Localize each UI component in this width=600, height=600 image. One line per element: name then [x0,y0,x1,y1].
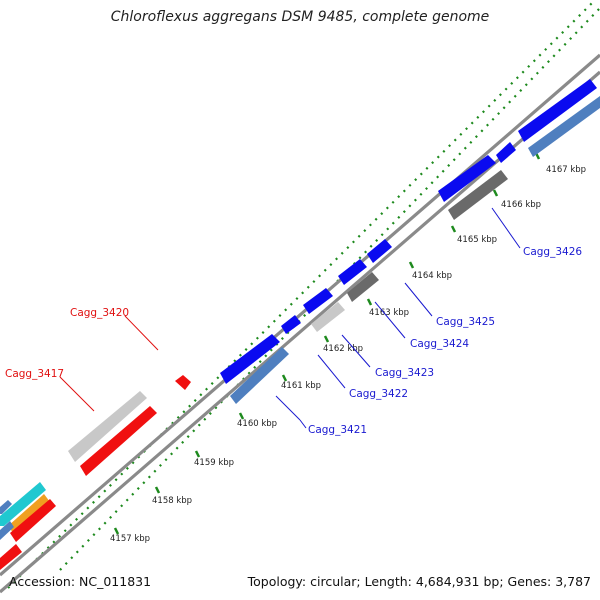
tick-mark [366,298,373,306]
gene-feature[interactable] [230,347,289,404]
tick-label: 4162 kbp [323,344,363,354]
leader-line [317,354,346,389]
gene-label-cagg-3424[interactable]: Cagg_3424 [410,338,469,350]
gene-feature[interactable] [347,272,379,302]
tick-mark [492,189,499,197]
gene-feature[interactable] [448,170,508,220]
tick-mark [238,412,245,420]
leader-line [299,419,307,429]
tick-mark [281,374,288,382]
leader-line [341,334,371,368]
gene-label-cagg-3417[interactable]: Cagg_3417 [5,368,64,380]
gene-feature[interactable] [10,499,56,542]
tick-label: 4158 kbp [152,496,192,506]
tick-mark [450,225,457,233]
gene-labels: Cagg_3417 Cagg_3420 Cagg_3421 Cagg_3422 … [5,246,582,436]
gene-feature[interactable] [338,259,367,285]
tick-label: 4167 kbp [546,165,586,175]
leader-line [59,376,95,412]
accession-text: Accession: NC_011831 [9,574,152,589]
gene-feature[interactable] [175,375,191,390]
gene-feature[interactable] [311,302,345,332]
gene-label-cagg-3426[interactable]: Cagg_3426 [523,246,582,258]
gene-feature[interactable] [281,315,301,334]
tick-mark [408,261,415,269]
gene-feature[interactable] [0,521,14,540]
tick-labels: 4157 kbp 4158 kbp 4159 kbp 4160 kbp 4161… [110,165,586,544]
tick-label: 4159 kbp [194,458,234,468]
backbone-line-outer [0,53,600,577]
tick-mark [194,450,201,458]
label-leaders [59,207,521,429]
gene-label-cagg-3423[interactable]: Cagg_3423 [375,367,434,379]
leader-line [491,207,521,249]
gene-label-cagg-3425[interactable]: Cagg_3425 [436,316,495,328]
gene-label-cagg-3420[interactable]: Cagg_3420 [70,307,129,319]
gene-feature[interactable] [80,406,157,476]
gene-feature[interactable] [0,500,12,514]
gene-feature[interactable] [303,288,333,314]
gene-feature[interactable] [68,391,147,462]
leader-line [275,395,301,421]
inner-tick-ring [59,7,600,571]
leader-line [374,301,406,339]
gene-feature[interactable] [220,334,280,384]
gene-feature[interactable] [0,544,22,570]
tick-label: 4164 kbp [412,271,452,281]
gene-feature[interactable] [0,482,46,526]
gene-label-cagg-3421[interactable]: Cagg_3421 [308,424,367,436]
gene-feature[interactable] [528,96,600,157]
tick-mark [113,527,120,535]
leader-line [124,315,159,351]
tick-mark [154,486,161,494]
gene-feature[interactable] [496,142,516,163]
tick-mark [323,335,330,343]
map-title: Chloroflexus aggregans DSM 9485, complet… [110,9,490,25]
gene-feature[interactable] [367,239,392,263]
leader-line [404,282,433,317]
gene-feature[interactable] [438,155,496,202]
tick-label: 4166 kbp [501,200,541,210]
genome-summary-text: Topology: circular; Length: 4,684,931 bp… [247,574,591,589]
gene-label-cagg-3422[interactable]: Cagg_3422 [349,388,408,400]
tick-label: 4157 kbp [110,534,150,544]
gene-feature[interactable] [8,494,50,534]
tick-label: 4165 kbp [457,235,497,245]
tick-label: 4161 kbp [281,381,321,391]
tick-marks [113,152,541,535]
tick-label: 4160 kbp [237,419,277,429]
outer-tick-ring [7,0,597,589]
gene-feature[interactable] [518,79,597,142]
tick-label: 4163 kbp [369,308,409,318]
